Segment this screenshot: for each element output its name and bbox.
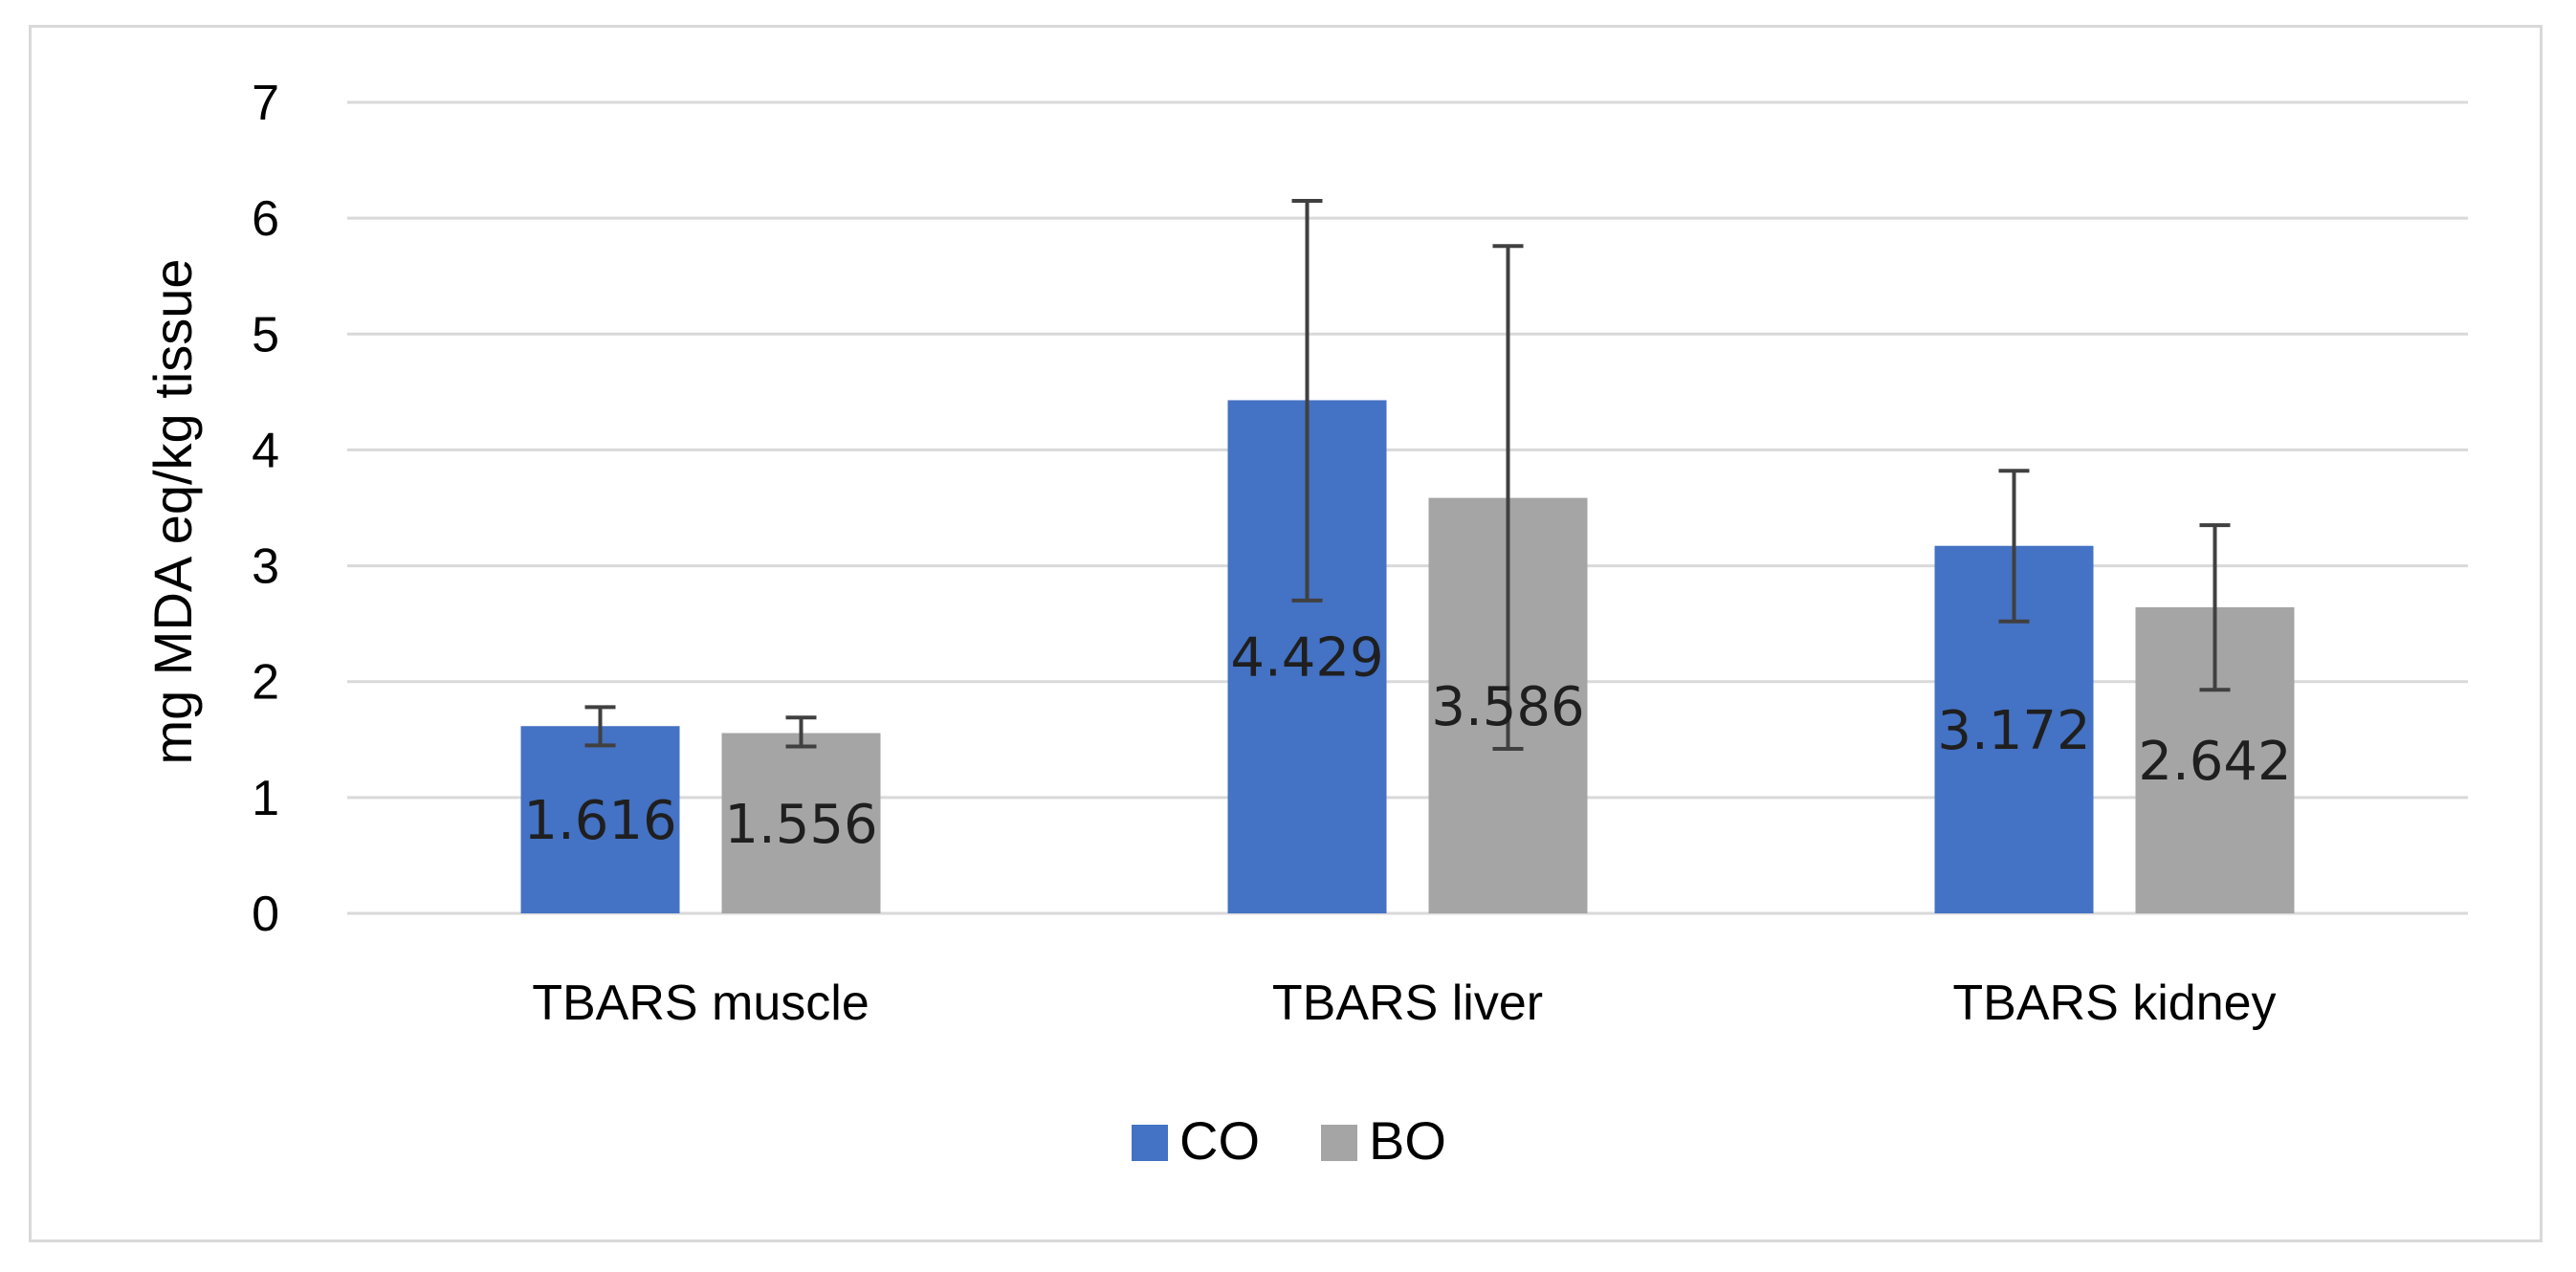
bar-co-0 (520, 726, 680, 913)
y-tick-label: 6 (252, 191, 279, 247)
y-axis-label: mg MDA eq/kg tissue (143, 258, 203, 764)
y-tick-label: 7 (252, 76, 279, 131)
x-category-label: TBARS liver (1272, 976, 1543, 1031)
y-tick-label: 0 (252, 887, 279, 942)
y-tick-label: 5 (252, 307, 279, 362)
error-bars (584, 198, 2231, 751)
legend: CO BO (1132, 1110, 1446, 1171)
x-category-label: TBARS kidney (1952, 976, 2276, 1031)
data-labels: 1.616 1.556 4.429 3.586 3.172 2.642 (523, 627, 2291, 856)
bar-bo-0 (721, 733, 881, 913)
legend-swatch-bo (1321, 1125, 1357, 1161)
x-category-label: TBARS muscle (532, 976, 870, 1031)
data-label: 3.586 (1431, 676, 1584, 738)
legend-label-co: CO (1179, 1110, 1260, 1171)
data-label: 4.429 (1230, 627, 1383, 690)
y-tick-label: 1 (252, 771, 279, 826)
y-axis-ticks: 0 1 2 3 4 5 6 7 (252, 76, 279, 942)
data-label: 1.556 (724, 794, 877, 856)
data-label: 2.642 (2138, 731, 2291, 793)
legend-label-bo: BO (1369, 1110, 1446, 1171)
x-axis-categories: TBARS muscle TBARS liver TBARS kidney (532, 976, 2276, 1031)
y-tick-label: 4 (252, 423, 279, 478)
legend-swatch-co (1132, 1125, 1168, 1161)
y-tick-label: 2 (252, 655, 279, 711)
data-label: 3.172 (1937, 700, 2090, 762)
gridlines (347, 100, 2468, 915)
data-label: 1.616 (523, 790, 676, 852)
y-tick-label: 3 (252, 539, 279, 595)
